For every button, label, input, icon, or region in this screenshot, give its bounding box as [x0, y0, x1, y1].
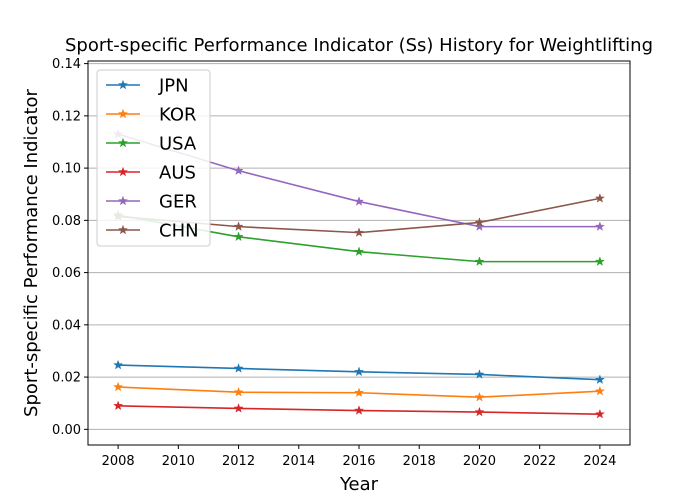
- legend-star-icon: [117, 166, 129, 177]
- y-tick-label: 0.00: [52, 423, 81, 438]
- series-jpn: [113, 359, 605, 385]
- data-point-star: [474, 221, 485, 231]
- legend-item: CHN: [106, 221, 199, 242]
- legend-item: USA: [106, 134, 197, 155]
- data-point-star: [233, 363, 244, 373]
- chart-title: Sport-specific Performance Indicator (Ss…: [65, 35, 653, 56]
- data-point-star: [474, 369, 485, 379]
- data-point-star: [113, 381, 124, 392]
- y-tick-label: 0.02: [52, 371, 81, 386]
- legend-star-icon: [117, 137, 129, 148]
- x-axis-ticks: 2008 2010 2012 2014 2016 2018 2020 2022 2024: [102, 445, 616, 469]
- x-tick-label: 2010: [162, 454, 195, 469]
- data-point-star: [474, 256, 485, 266]
- legend-label: USA: [159, 134, 197, 155]
- series-kor: [113, 381, 605, 402]
- legend-item: KOR: [106, 105, 197, 126]
- data-point-star: [233, 221, 244, 231]
- legend-label: KOR: [159, 105, 197, 126]
- legend-label: CHN: [159, 221, 199, 242]
- data-point-star: [474, 217, 485, 227]
- legend-star-icon: [117, 79, 129, 90]
- legend-item: JPN: [106, 76, 189, 97]
- legend-star-icon: [117, 224, 129, 235]
- data-point-star: [594, 374, 605, 385]
- x-tick-label: 2014: [282, 454, 315, 469]
- data-point-star: [233, 165, 244, 176]
- x-axis-label: Year: [339, 474, 379, 495]
- y-tick-label: 0.10: [52, 162, 81, 177]
- data-point-star: [594, 385, 605, 396]
- legend-item: GER: [106, 192, 197, 213]
- legend-star-icon: [117, 108, 129, 119]
- y-tick-label: 0.12: [52, 109, 81, 124]
- y-axis-ticks: 0.00 0.02 0.04 0.06 0.08 0.10 0.12 0.14: [52, 57, 88, 438]
- data-point-star: [594, 193, 605, 203]
- y-tick-label: 0.08: [52, 214, 81, 229]
- legend: JPN KOR USA AUS GER CHN: [96, 69, 211, 247]
- data-point-star: [353, 387, 365, 398]
- data-point-star: [353, 246, 365, 257]
- data-point-star: [474, 391, 485, 402]
- x-tick-label: 2018: [403, 454, 436, 469]
- series-aus: [113, 400, 605, 419]
- data-point-star: [594, 221, 605, 231]
- data-point-star: [594, 256, 605, 266]
- y-tick-label: 0.06: [52, 266, 81, 281]
- data-point-star: [233, 386, 244, 397]
- x-tick-label: 2022: [523, 454, 556, 469]
- legend-label: GER: [159, 192, 197, 213]
- legend-label: JPN: [158, 76, 189, 97]
- data-point-star: [353, 405, 365, 415]
- data-point-star: [353, 366, 365, 377]
- x-tick-label: 2008: [102, 454, 135, 469]
- data-point-star: [594, 408, 605, 419]
- x-tick-label: 2020: [463, 454, 496, 469]
- y-tick-label: 0.04: [52, 318, 81, 333]
- data-point-star: [474, 406, 485, 417]
- legend-star-icon: [117, 195, 129, 206]
- x-tick-label: 2024: [583, 454, 616, 469]
- y-tick-label: 0.14: [52, 57, 81, 72]
- y-axis-label: Sport-specific Performance Indicator: [21, 88, 42, 416]
- data-point-star: [113, 359, 124, 370]
- data-point-star: [113, 400, 124, 411]
- data-point-star: [353, 196, 365, 206]
- x-tick-label: 2012: [222, 454, 255, 469]
- legend-item: AUS: [106, 163, 196, 184]
- data-point-star: [233, 403, 244, 413]
- legend-label: AUS: [159, 163, 196, 184]
- data-point-star: [353, 227, 365, 237]
- x-tick-label: 2016: [342, 454, 375, 469]
- data-point-star: [233, 231, 244, 242]
